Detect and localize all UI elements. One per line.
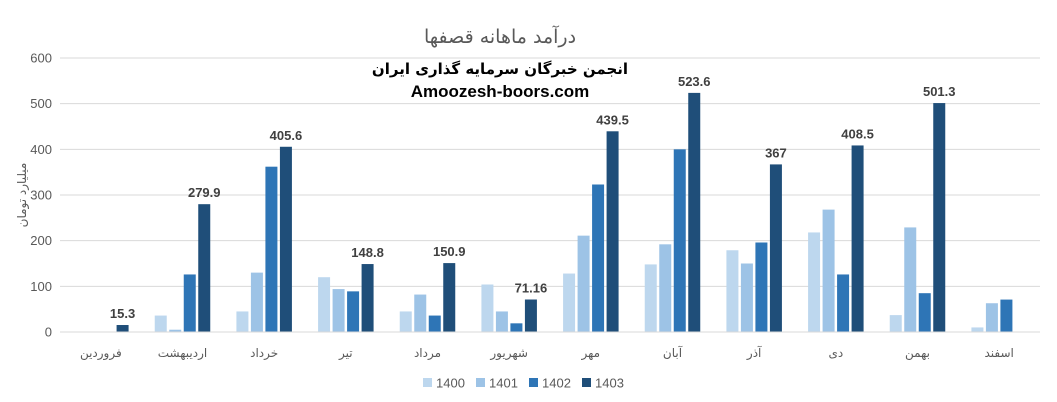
data-label: 15.3 xyxy=(110,306,135,321)
data-label: 405.6 xyxy=(270,128,303,143)
data-label: 148.8 xyxy=(351,245,384,260)
bar-1401 xyxy=(495,311,508,332)
chart-title: درآمد ماهانه قصفها xyxy=(424,24,576,48)
legend-swatch-1401 xyxy=(476,378,485,387)
bars xyxy=(116,92,1013,332)
bar-1401 xyxy=(822,209,835,332)
bar-1403 xyxy=(933,103,946,332)
y-axis-label: میلیارد تومان xyxy=(15,163,30,228)
gridlines xyxy=(60,57,1040,287)
x-category-label: آبان xyxy=(663,345,683,360)
bar-1402 xyxy=(1000,299,1013,332)
bar-1401 xyxy=(985,303,998,332)
bar-1400 xyxy=(808,232,821,332)
bar-1403 xyxy=(279,146,292,332)
bar-1401 xyxy=(332,289,345,332)
bar-1400 xyxy=(971,327,984,332)
legend-label-1401: 1401 xyxy=(489,376,518,391)
bar-1402 xyxy=(183,274,196,332)
x-category-label: تیر xyxy=(338,346,353,361)
data-label: 150.9 xyxy=(433,244,466,259)
bar-1403 xyxy=(443,263,456,332)
legend: 1400 1401 1402 1403 xyxy=(423,376,624,391)
bar-1402 xyxy=(510,323,523,332)
bar-1401 xyxy=(577,235,590,332)
y-tick-label: 200 xyxy=(30,233,52,248)
x-axis-categories: فروردین اردیبهشت خرداد تیر مرداد شهریور مهر آبا… xyxy=(80,345,1014,361)
y-tick-label: 400 xyxy=(30,142,52,157)
bar-1401 xyxy=(740,263,753,332)
y-tick-label: 600 xyxy=(30,51,52,66)
x-category-label: اردیبهشت xyxy=(158,346,207,361)
data-label: 367 xyxy=(765,145,787,160)
bar-1403 xyxy=(198,204,211,332)
x-category-label: دی xyxy=(828,346,843,360)
x-category-label: آذر xyxy=(746,345,762,361)
x-category-label: مرداد xyxy=(414,346,441,361)
x-category-label: اسفند xyxy=(984,346,1013,360)
bar-1401 xyxy=(250,272,263,332)
bar-1401 xyxy=(414,294,427,332)
y-tick-label: 300 xyxy=(30,188,52,203)
bar-1403 xyxy=(851,145,864,332)
x-category-label: بهمن xyxy=(905,346,930,361)
legend-swatch-1402 xyxy=(529,378,538,387)
data-label: 408.5 xyxy=(841,126,874,141)
bar-1401 xyxy=(904,227,917,332)
bar-1400 xyxy=(481,284,494,332)
bar-1402 xyxy=(673,149,686,332)
bar-1403 xyxy=(769,164,782,332)
watermark-website: Amoozesh-boors.com xyxy=(411,82,590,101)
data-label: 279.9 xyxy=(188,185,221,200)
data-label: 439.5 xyxy=(596,112,629,127)
data-labels: 15.3 279.9 405.6 148.8 150.9 71.16 439.5 523.6 3… xyxy=(110,74,956,321)
y-axis-ticks: 0 100 200 300 400 500 600 xyxy=(30,51,52,340)
bar-1401 xyxy=(169,329,182,332)
bar-1402 xyxy=(265,166,278,332)
data-label: 523.6 xyxy=(678,74,711,89)
bar-1403 xyxy=(606,131,619,332)
bar-1401 xyxy=(659,244,672,332)
x-category-label: مهر xyxy=(581,346,601,361)
bar-1402 xyxy=(837,274,850,332)
bar-1400 xyxy=(726,250,739,332)
bar-1402 xyxy=(428,315,441,332)
bar-1403 xyxy=(116,325,129,332)
bar-1402 xyxy=(347,291,360,332)
bar-1402 xyxy=(592,184,605,332)
bar-1400 xyxy=(236,311,249,332)
legend-swatch-1403 xyxy=(582,378,591,387)
data-label: 501.3 xyxy=(923,84,956,99)
bar-1400 xyxy=(644,264,657,332)
x-category-label: فروردین xyxy=(80,346,122,361)
bar-1400 xyxy=(889,315,902,332)
bar-1400 xyxy=(318,277,331,332)
legend-swatch-1400 xyxy=(423,378,432,387)
bar-1403 xyxy=(361,264,374,332)
bar-1403 xyxy=(524,299,537,332)
bar-1403 xyxy=(688,92,701,332)
y-tick-label: 0 xyxy=(45,325,52,340)
y-tick-label: 100 xyxy=(30,279,52,294)
bar-1402 xyxy=(755,242,768,332)
bar-1400 xyxy=(399,311,412,332)
legend-label-1400: 1400 xyxy=(436,376,465,391)
data-label: 71.16 xyxy=(515,281,548,296)
x-category-label: خرداد xyxy=(250,346,278,361)
watermark-association-name: انجمن خبرگان سرمایه گذاری ایران xyxy=(372,60,628,78)
bar-1400 xyxy=(154,315,167,332)
y-tick-label: 500 xyxy=(30,96,52,111)
x-category-label: شهریور xyxy=(489,346,528,361)
bar-1402 xyxy=(918,293,931,332)
bar-1400 xyxy=(563,273,576,332)
legend-label-1402: 1402 xyxy=(542,376,571,391)
legend-label-1403: 1403 xyxy=(595,376,624,391)
